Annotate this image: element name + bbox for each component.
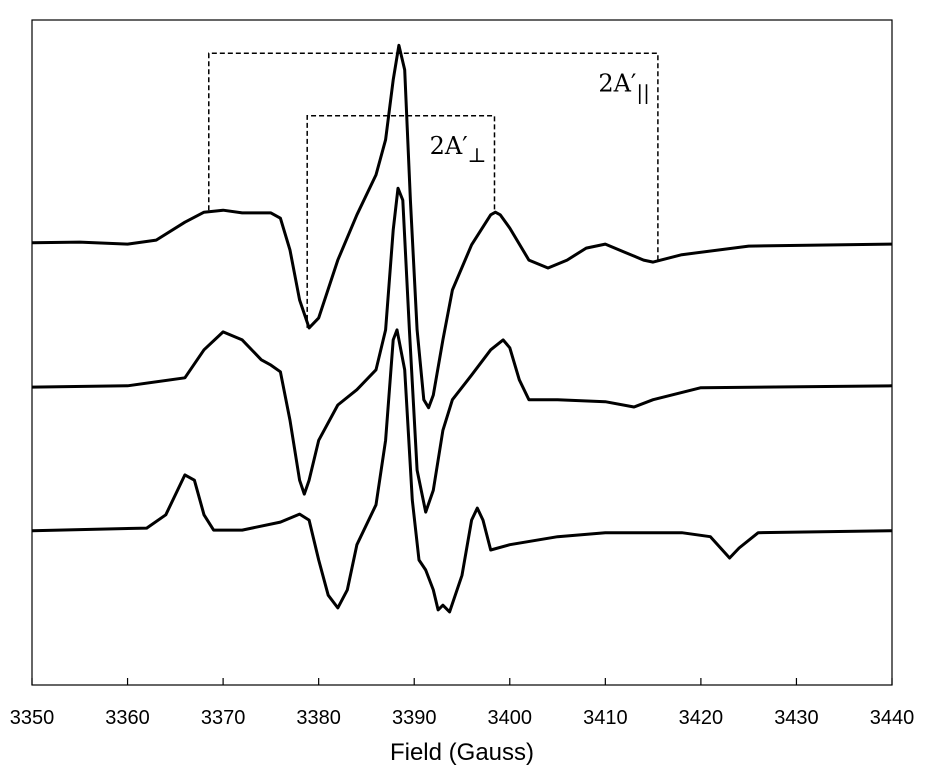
x-tick-label: 3380 (296, 707, 341, 729)
x-tick-label: 3430 (774, 707, 819, 729)
x-tick-label: 3390 (392, 707, 437, 729)
spectrum-line (31, 43, 893, 410)
x-tick-label: 3370 (201, 707, 246, 729)
x-axis-label: Field (Gauss) (390, 739, 534, 766)
x-tick-label: 3440 (870, 707, 915, 729)
hyperfine-bracket (306, 115, 496, 328)
annotation-label: 2A′|| (598, 69, 650, 105)
x-tick-label: 3360 (105, 707, 150, 729)
spectrum-line (31, 186, 893, 514)
annotation-subscript: ⊥ (468, 143, 487, 167)
annotation-label: 2A′⊥ (430, 132, 487, 167)
x-tick-label: 3410 (583, 707, 628, 729)
x-tick-label: 3420 (679, 707, 724, 729)
plot-frame (31, 19, 893, 686)
annotation-text: 2A′ (598, 69, 636, 97)
spectrum-line (31, 328, 893, 614)
annotation-text: 2A′ (430, 132, 468, 160)
x-tick-label: 3400 (488, 707, 533, 729)
annotation-subscript: || (636, 80, 649, 105)
x-tick-label: 3350 (10, 707, 55, 729)
